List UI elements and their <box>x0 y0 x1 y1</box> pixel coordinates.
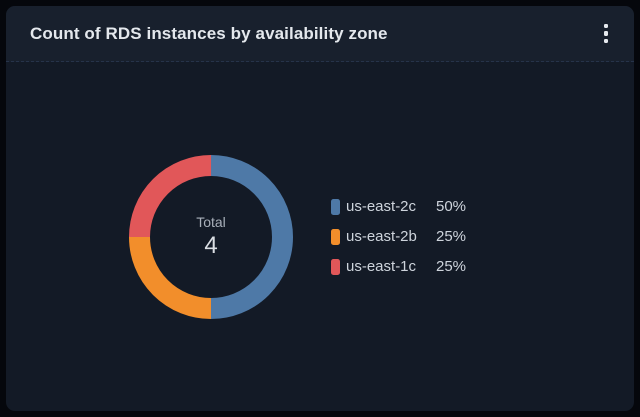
legend-swatch <box>331 228 340 245</box>
legend-item[interactable]: us-east-2c 50% <box>331 198 511 215</box>
legend-value: 25% <box>436 258 467 275</box>
kebab-vertical-icon <box>603 31 608 36</box>
legend-item[interactable]: us-east-1c 25% <box>331 258 511 275</box>
legend-value: 50% <box>436 198 467 215</box>
legend-label: us-east-1c <box>346 258 417 275</box>
panel-card: Count of RDS instances by availability z… <box>6 6 634 411</box>
legend-value: 25% <box>436 228 467 245</box>
panel-title: Count of RDS instances by availability z… <box>30 23 388 43</box>
legend-label: us-east-2c <box>346 198 417 215</box>
panel-header: Count of RDS instances by availability z… <box>6 6 634 62</box>
legend-label: us-east-2b <box>346 228 417 245</box>
panel-body: Total 4 us-east-2c 50% us-east-2b 25% us… <box>6 62 634 411</box>
legend-item[interactable]: us-east-2b 25% <box>331 228 511 245</box>
donut-chart[interactable]: Total 4 <box>129 154 293 319</box>
kebab-vertical-icon <box>603 23 608 29</box>
legend-swatch <box>331 258 340 275</box>
donut-segment-us-east-1c[interactable] <box>129 154 293 319</box>
chart-legend: us-east-2c 50% us-east-2b 25% us-east-1c… <box>331 198 511 275</box>
more-options-button[interactable] <box>600 20 613 48</box>
legend-swatch <box>331 198 340 215</box>
kebab-vertical-icon <box>603 38 608 44</box>
donut-svg[interactable] <box>129 154 293 319</box>
